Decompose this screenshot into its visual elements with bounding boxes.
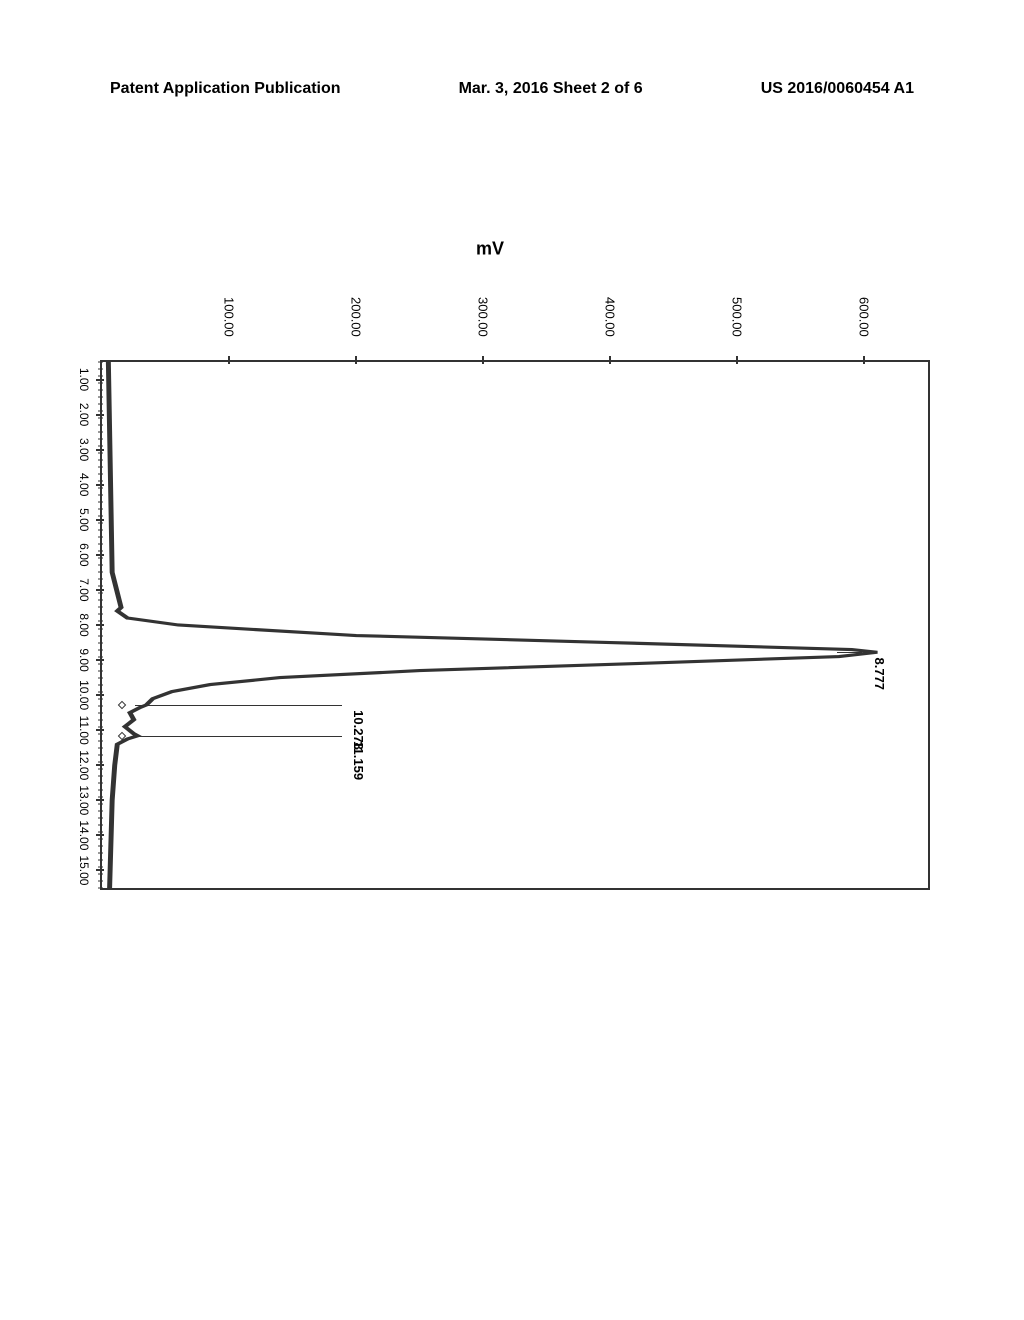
- chromatogram-curve: [102, 362, 928, 888]
- peak-label: 11.159: [351, 741, 366, 780]
- chromatogram-chart: mV Minutes FIG. 2 100.00200.00300.00400.…: [40, 280, 940, 900]
- header-right: US 2016/0060454 A1: [761, 80, 914, 98]
- y-tick-mark: [228, 356, 230, 364]
- x-tick-label: 10.00: [77, 680, 91, 710]
- x-tick-label: 15.00: [77, 855, 91, 885]
- peak-label: 8.777: [872, 658, 887, 691]
- x-tick-mark: [96, 729, 104, 731]
- curve-path: [108, 362, 877, 888]
- x-tick-label: 13.00: [77, 785, 91, 815]
- y-tick-mark: [609, 356, 611, 364]
- y-tick-mark: [736, 356, 738, 364]
- y-tick-label: 500.00: [730, 297, 745, 337]
- x-tick-label: 6.00: [77, 543, 91, 566]
- x-tick-label: 12.00: [77, 750, 91, 780]
- header-left: Patent Application Publication: [110, 80, 341, 98]
- x-tick-mark: [96, 589, 104, 591]
- x-tick-label: 14.00: [77, 820, 91, 850]
- x-tick-mark: [96, 869, 104, 871]
- peak-indicator-line: [135, 736, 342, 737]
- x-tick-label: 9.00: [77, 648, 91, 671]
- x-tick-mark: [96, 414, 104, 416]
- x-tick-mark: [96, 379, 104, 381]
- x-tick-label: 1.00: [77, 368, 91, 391]
- y-tick-label: 100.00: [222, 297, 237, 337]
- y-tick-label: 200.00: [349, 297, 364, 337]
- x-tick-label: 2.00: [77, 403, 91, 426]
- y-tick-mark: [355, 356, 357, 364]
- plot-area: 100.00200.00300.00400.00500.00600.001.00…: [100, 360, 930, 890]
- y-tick-label: 600.00: [857, 297, 872, 337]
- x-tick-mark: [96, 659, 104, 661]
- y-tick-mark: [863, 356, 865, 364]
- peak-indicator-line: [135, 705, 342, 706]
- x-tick-label: 8.00: [77, 613, 91, 636]
- x-tick-label: 5.00: [77, 508, 91, 531]
- x-tick-mark: [96, 484, 104, 486]
- x-tick-mark: [96, 449, 104, 451]
- x-tick-label: 3.00: [77, 438, 91, 461]
- y-tick-mark: [482, 356, 484, 364]
- x-tick-mark: [96, 799, 104, 801]
- x-tick-mark: [96, 554, 104, 556]
- x-tick-label: 11.00: [77, 716, 91, 745]
- x-tick-mark: [96, 694, 104, 696]
- x-tick-label: 4.00: [77, 473, 91, 496]
- x-tick-label: 7.00: [77, 578, 91, 601]
- x-tick-mark: [96, 519, 104, 521]
- y-axis-label: mV: [476, 239, 504, 260]
- x-tick-mark: [96, 624, 104, 626]
- header-center: Mar. 3, 2016 Sheet 2 of 6: [459, 80, 643, 98]
- peak-indicator-line: [837, 652, 862, 653]
- x-tick-mark: [96, 764, 104, 766]
- y-tick-label: 300.00: [476, 297, 491, 337]
- x-tick-mark: [96, 834, 104, 836]
- y-tick-label: 400.00: [603, 297, 618, 337]
